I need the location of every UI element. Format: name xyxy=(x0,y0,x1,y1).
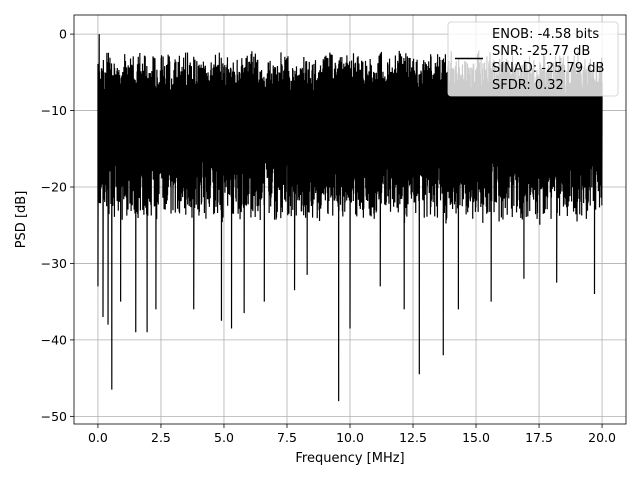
x-tick-label: 20.0 xyxy=(588,430,616,445)
x-tick-label: 7.5 xyxy=(277,430,297,445)
x-tick-label: 12.5 xyxy=(399,430,427,445)
x-axis-label: Frequency [MHz] xyxy=(295,451,404,466)
y-tick-label: −20 xyxy=(41,180,67,195)
y-tick-label: −10 xyxy=(41,103,67,118)
legend: ENOB: -4.58 bits SNR: -25.77 dB SINAD: -… xyxy=(447,21,619,97)
y-axis-ticks: 0 −10 −20 −30 −40 −50 xyxy=(41,27,74,424)
x-tick-label: 2.5 xyxy=(151,430,171,445)
legend-text-snr: SNR: -25.77 dB xyxy=(492,44,590,59)
legend-box xyxy=(447,21,619,97)
y-tick-label: 0 xyxy=(59,27,67,42)
legend-text-sinad: SINAD: -25.79 dB xyxy=(492,61,604,76)
x-tick-label: 15.0 xyxy=(462,430,490,445)
legend-text-enob: ENOB: -4.58 bits xyxy=(492,27,599,42)
plot-area xyxy=(97,34,603,402)
legend-text-sfdr: SFDR: 0.32 xyxy=(492,78,564,93)
y-tick-label: −40 xyxy=(41,332,67,347)
y-tick-label: −30 xyxy=(41,256,67,271)
x-tick-label: 17.5 xyxy=(525,430,553,445)
x-tick-label: 0.0 xyxy=(88,430,108,445)
psd-series-line xyxy=(97,34,603,402)
x-tick-label: 5.0 xyxy=(214,430,234,445)
y-axis-label: PSD [dB] xyxy=(14,191,29,249)
x-axis-ticks: 0.0 2.5 5.0 7.5 10.0 12.5 15.0 17.5 20.0 xyxy=(88,424,616,445)
x-tick-label: 10.0 xyxy=(336,430,364,445)
y-tick-label: −50 xyxy=(41,409,67,424)
